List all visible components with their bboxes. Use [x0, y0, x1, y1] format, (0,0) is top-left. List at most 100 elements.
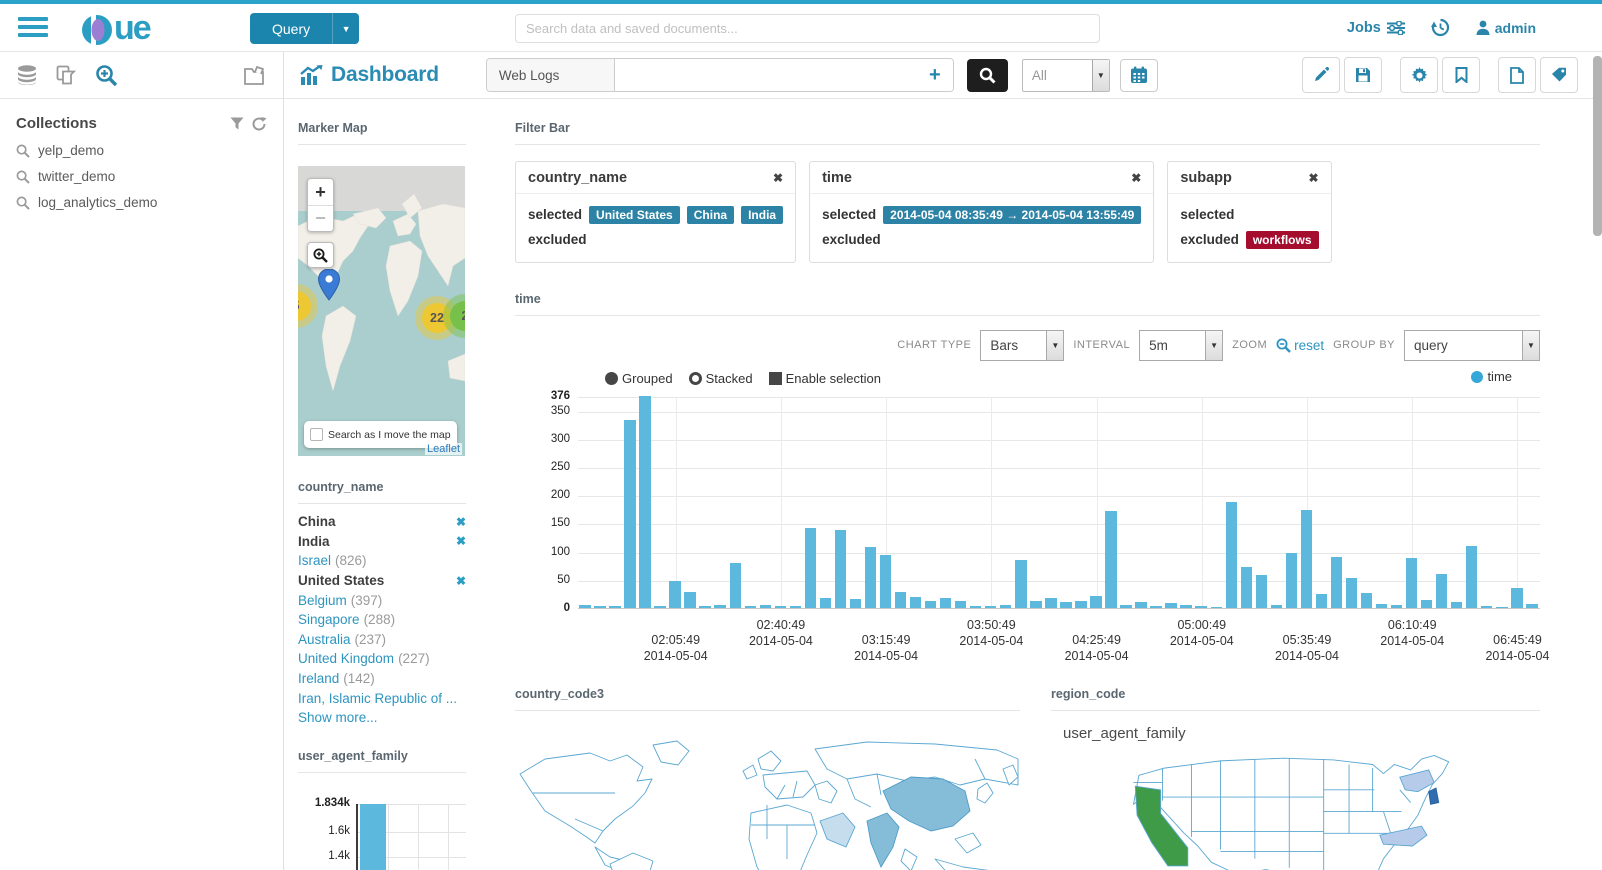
bookmark-button[interactable]	[1442, 57, 1480, 93]
map-country-saudi-arabia[interactable]	[819, 812, 856, 848]
query-split-button[interactable]: Query ▼	[250, 13, 360, 44]
enable-selection-checkbox[interactable]: Enable selection	[768, 371, 881, 386]
dashboard-search-input[interactable]	[614, 59, 917, 91]
time-chart-bar[interactable]	[1240, 566, 1252, 608]
time-chart-bar[interactable]	[1511, 587, 1523, 608]
time-chart-bar[interactable]	[834, 530, 847, 608]
time-chart-bar[interactable]	[1466, 545, 1478, 608]
time-chart-bar[interactable]	[1045, 597, 1057, 608]
time-chart-bar[interactable]	[1180, 604, 1192, 608]
time-chart-bar[interactable]	[1195, 606, 1207, 608]
zoom-reset-link[interactable]: reset	[1276, 338, 1324, 353]
map-cluster[interactable]: 22	[422, 303, 452, 333]
time-chart-bar[interactable]	[774, 606, 787, 608]
time-chart-bar[interactable]	[894, 592, 907, 608]
save-dashboard-button[interactable]	[1344, 57, 1382, 93]
marker-map[interactable]: 5 22 2 + −	[298, 166, 465, 456]
chart-type-select[interactable]: Bars ▼	[980, 329, 1065, 361]
time-chart-plot[interactable]	[578, 396, 1540, 609]
time-chart-bar[interactable]	[1030, 600, 1042, 608]
time-chart-bar[interactable]	[1526, 604, 1538, 608]
show-more-link[interactable]: Show more...	[298, 709, 378, 725]
map-box-zoom-button[interactable]	[307, 242, 334, 268]
time-chart-bar[interactable]	[759, 604, 771, 608]
filter-close-icon[interactable]: ✖	[1308, 171, 1319, 185]
time-chart-bar[interactable]	[669, 580, 681, 608]
query-button-label[interactable]: Query	[250, 13, 333, 44]
time-chart-bar[interactable]	[1015, 560, 1027, 608]
time-chart-bar[interactable]	[609, 605, 621, 608]
time-chart-bar[interactable]	[744, 606, 756, 608]
time-chart-bar[interactable]	[1165, 602, 1177, 608]
database-icon[interactable]	[16, 65, 38, 85]
time-chart-bar[interactable]	[1360, 592, 1373, 608]
interval-select[interactable]: 5m ▼	[1139, 329, 1224, 361]
filter-close-icon[interactable]: ✖	[773, 171, 784, 185]
hamburger-menu-icon[interactable]	[18, 17, 48, 38]
time-range-select[interactable]: All ▼	[1021, 58, 1110, 92]
time-chart-bar[interactable]	[1390, 604, 1403, 608]
time-chart-bar[interactable]	[1451, 601, 1463, 608]
time-chart-bar[interactable]	[1345, 577, 1358, 608]
global-search-input[interactable]	[515, 14, 1100, 43]
facet-remove-icon[interactable]: ✖	[455, 573, 466, 588]
time-chart-bar[interactable]	[970, 606, 982, 608]
time-chart-bar[interactable]	[1090, 596, 1102, 608]
map-country-india[interactable]	[866, 812, 900, 868]
time-chart-bar[interactable]	[864, 547, 877, 608]
calendar-button[interactable]	[1119, 58, 1158, 92]
time-chart-bar[interactable]	[1150, 606, 1162, 608]
time-chart-bar[interactable]	[1300, 510, 1313, 608]
time-chart-bar[interactable]	[924, 600, 937, 608]
time-chart-bar[interactable]	[729, 562, 741, 608]
leaflet-attribution-link[interactable]: Leaflet	[424, 443, 462, 455]
facet-remove-icon[interactable]: ✖	[455, 534, 466, 549]
time-chart-bar[interactable]	[879, 555, 892, 608]
time-chart-bar[interactable]	[1105, 511, 1117, 608]
time-chart-bar[interactable]	[985, 605, 997, 608]
map-search-checkbox[interactable]	[310, 428, 323, 441]
time-chart-bar[interactable]	[1000, 604, 1012, 608]
tags-button[interactable]	[1540, 57, 1578, 93]
time-chart-bar[interactable]	[714, 604, 726, 608]
filter-close-icon[interactable]: ✖	[1131, 171, 1142, 185]
time-chart-bar[interactable]	[624, 420, 636, 608]
grouped-radio[interactable]: Grouped	[605, 371, 673, 386]
time-chart-bar[interactable]	[789, 606, 802, 608]
series-legend[interactable]: time	[1471, 369, 1512, 384]
map-zoom-out-button[interactable]: −	[308, 205, 333, 231]
map-state-new-jersey[interactable]	[1428, 787, 1440, 805]
us-states-choropleth-map[interactable]	[1111, 750, 1511, 870]
map-state-california[interactable]	[1134, 785, 1189, 867]
facet-item-link[interactable]: Iran, Islamic Republic of ...	[298, 690, 458, 706]
time-chart-bar[interactable]	[1120, 605, 1132, 608]
time-chart-bar[interactable]	[1496, 606, 1508, 608]
facet-remove-icon[interactable]: ✖	[455, 514, 466, 529]
time-chart-bar[interactable]	[1225, 502, 1237, 608]
time-chart-bar[interactable]	[1255, 574, 1268, 608]
settings-button[interactable]	[1400, 57, 1438, 93]
facet-item-link[interactable]: Australia	[298, 631, 351, 647]
time-chart-bar[interactable]	[1270, 605, 1283, 608]
add-query-button[interactable]: +	[916, 59, 953, 91]
time-chart-bar[interactable]	[1135, 601, 1147, 608]
time-chart-bar[interactable]	[849, 598, 862, 608]
time-chart-bar[interactable]	[579, 604, 591, 608]
map-state-new-york[interactable]	[1399, 769, 1435, 793]
time-chart-bar[interactable]	[1330, 557, 1343, 608]
time-chart-bar[interactable]	[804, 527, 817, 608]
time-chart-bar[interactable]	[1315, 593, 1328, 608]
query-caret-icon[interactable]: ▼	[332, 13, 360, 44]
time-chart-bar[interactable]	[819, 597, 832, 608]
facet-item-link[interactable]: Singapore	[298, 612, 360, 628]
time-chart-bar[interactable]	[639, 396, 651, 608]
time-chart-bar[interactable]	[1405, 558, 1418, 608]
open-folder-icon[interactable]	[243, 65, 267, 86]
facet-item-link[interactable]: Belgium	[298, 592, 347, 608]
edit-dashboard-button[interactable]	[1302, 57, 1340, 93]
user-agent-family-chart[interactable]: 1.834k 1.6k 1.4k	[298, 797, 466, 870]
documents-icon[interactable]	[56, 65, 77, 86]
facet-item-link[interactable]: United Kingdom	[298, 651, 395, 667]
time-chart-bar[interactable]	[594, 605, 606, 608]
map-cluster[interactable]: 2	[450, 301, 465, 331]
